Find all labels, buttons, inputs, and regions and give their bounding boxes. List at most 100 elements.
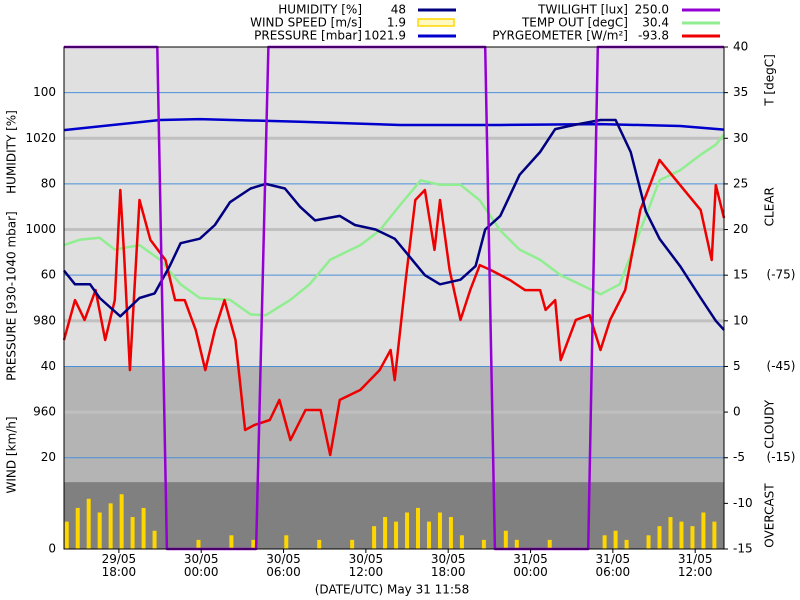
y-tick-label: 1020 xyxy=(25,131,56,145)
x-tick-label: 31/05 06:00 xyxy=(595,552,631,579)
wind-bar xyxy=(712,521,717,549)
wind-bar xyxy=(119,494,124,549)
y-tick-label: 60 xyxy=(41,268,56,282)
wind-bar xyxy=(514,539,519,549)
y-axis-title: PRESSURE [930-1040 mbar] xyxy=(5,211,19,380)
y2-tick-label: 0 xyxy=(733,405,741,419)
series-line xyxy=(63,118,725,331)
wind-bar xyxy=(668,517,673,549)
wind-bar xyxy=(547,539,552,549)
y-tick-label: 20 xyxy=(41,450,56,464)
y-tick-label: 0 xyxy=(48,542,56,556)
wind-bar xyxy=(130,517,135,549)
series-line xyxy=(63,133,725,317)
legend-value: 48 xyxy=(391,3,406,17)
wind-bar xyxy=(481,539,486,549)
wind-bar xyxy=(251,539,256,549)
wind-bar xyxy=(64,521,69,549)
plot-frame xyxy=(63,46,725,550)
wind-bar xyxy=(448,517,453,549)
legend-value: 250.0 xyxy=(635,3,669,17)
x-tick-label: 30/05 00:00 xyxy=(183,552,219,579)
sky-band-label: CLEAR xyxy=(763,187,777,226)
y3-tick-label: (-75) xyxy=(767,268,796,282)
x-axis-title: (DATE/UTC) May 31 11:58 xyxy=(315,583,470,597)
wind-bar xyxy=(350,539,355,549)
legend-value: -93.8 xyxy=(638,29,669,43)
x-tick-label: 31/05 12:00 xyxy=(677,552,713,579)
y2-tick-label: 5 xyxy=(733,359,741,373)
legend-label: PYRGEOMETER [W/m²] xyxy=(492,29,628,43)
wind-bar xyxy=(196,539,201,549)
y2-tick-label: 15 xyxy=(733,268,748,282)
wind-bar xyxy=(372,526,377,549)
wind-bar xyxy=(405,512,410,549)
legend-label: HUMIDITY [%] xyxy=(278,3,362,17)
wind-bar xyxy=(701,512,706,549)
wind-bar xyxy=(624,539,629,549)
y2-tick-label: 35 xyxy=(733,85,748,99)
y3-tick-label: (-15) xyxy=(767,450,796,464)
y2-tick-label: 10 xyxy=(733,313,748,327)
x-tick-label: 31/05 00:00 xyxy=(513,552,548,579)
wind-bar xyxy=(141,507,146,549)
wind-bar xyxy=(426,521,431,549)
wind-bar xyxy=(459,535,464,549)
wind-bar xyxy=(383,517,388,549)
y-tick-label: 100 xyxy=(33,85,56,99)
x-tick-label: 30/05 06:00 xyxy=(266,552,301,579)
wind-bar xyxy=(416,507,421,549)
legend-value: 30.4 xyxy=(642,16,669,30)
wind-bar xyxy=(602,535,607,549)
legend-label: TEMP OUT [degC] xyxy=(521,16,628,30)
wind-bar xyxy=(503,530,508,549)
y2-tick-label: -10 xyxy=(733,496,753,510)
wind-bar xyxy=(97,512,102,549)
sky-band xyxy=(64,482,724,549)
y-tick-label: 40 xyxy=(41,359,56,373)
wind-bar xyxy=(75,507,80,549)
sky-band-label: CLOUDY xyxy=(763,399,777,448)
wind-bar xyxy=(657,526,662,549)
wind-bar xyxy=(108,503,113,549)
wind-bar xyxy=(284,535,289,549)
wind-bar xyxy=(86,498,91,549)
sky-band xyxy=(64,366,724,483)
x-tick-label: 30/05 12:00 xyxy=(348,552,384,579)
legend-label: PRESSURE [mbar] xyxy=(254,29,362,43)
wind-bar xyxy=(394,521,399,549)
legend-label: WIND SPEED [m/s] xyxy=(250,16,362,30)
x-tick-label: 30/05 18:00 xyxy=(430,552,466,579)
wind-bar xyxy=(437,512,442,549)
legend-value: 1021.9 xyxy=(364,29,406,43)
y-tick-label: 1000 xyxy=(25,222,56,236)
wind-bar xyxy=(613,530,618,549)
wind-bar xyxy=(690,526,695,549)
y3-tick-label: (-45) xyxy=(767,359,796,373)
legend-value: 1.9 xyxy=(387,16,406,30)
y-tick-label: 960 xyxy=(33,405,56,419)
y-axis-title: HUMIDITY [%] xyxy=(5,110,19,194)
y-tick-label: 80 xyxy=(41,176,56,190)
y2-axis-title: T [degC] xyxy=(763,54,777,107)
sky-band-label: OVERCAST xyxy=(763,483,777,548)
wind-bar xyxy=(317,539,322,549)
y-tick-label: 980 xyxy=(33,313,56,327)
y2-tick-label: -5 xyxy=(733,450,745,464)
y2-tick-label: 25 xyxy=(733,176,748,190)
y2-tick-label: 30 xyxy=(733,131,748,145)
wind-bar xyxy=(646,535,651,549)
x-tick-label: 29/05 18:00 xyxy=(101,552,137,579)
wind-bar xyxy=(679,521,684,549)
wind-bar xyxy=(152,530,157,549)
series-line xyxy=(63,117,725,132)
legend-swatch xyxy=(417,18,455,27)
y-axis-title: WIND [km/h] xyxy=(5,416,19,493)
legend-label: TWILIGHT [lux] xyxy=(537,3,628,17)
y2-tick-label: -15 xyxy=(733,542,753,556)
wind-bar xyxy=(229,535,234,549)
y2-tick-label: 40 xyxy=(733,40,748,54)
y2-tick-label: 20 xyxy=(733,222,748,236)
